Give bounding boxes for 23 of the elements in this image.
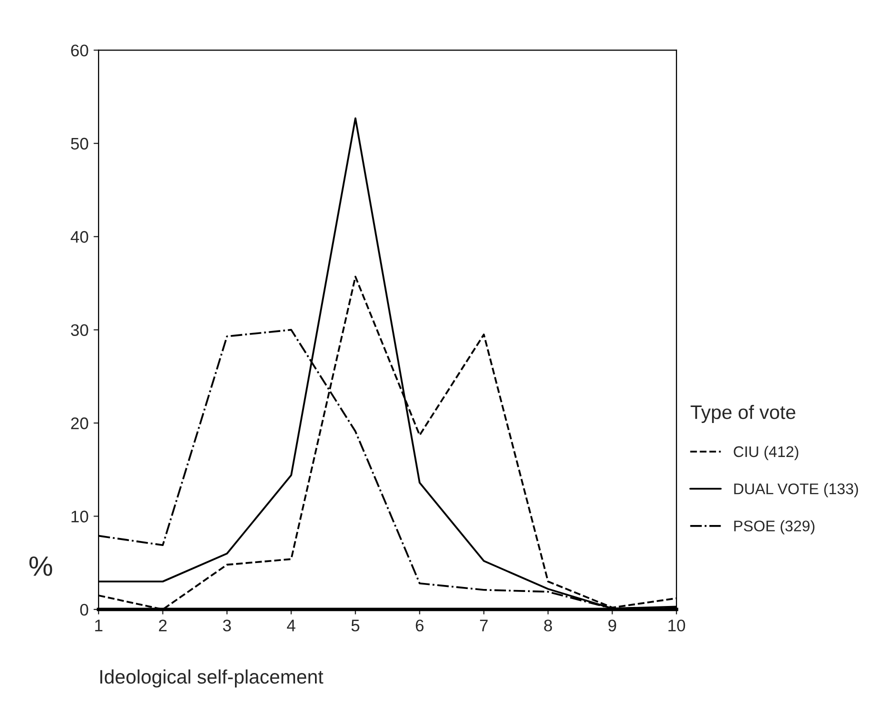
y-tick-label: 0 xyxy=(80,604,88,616)
x-tick-label: 4 xyxy=(286,620,296,632)
y-tick-label: 10 xyxy=(72,510,88,522)
x-tick-label: 8 xyxy=(544,620,552,632)
y-tick-label: 20 xyxy=(71,417,88,430)
y-tick-label: 60 xyxy=(71,44,88,56)
y-tick-label: 30 xyxy=(70,324,88,336)
x-tick-label: 2 xyxy=(158,620,167,632)
legend-label: PSOE (329) xyxy=(734,520,814,534)
x-tick-label: 6 xyxy=(416,620,424,632)
x-tick-label: 9 xyxy=(608,620,616,632)
legend-title: Type of vote xyxy=(690,404,796,423)
x-tick-label: 10 xyxy=(668,620,686,632)
y-axis-title: % xyxy=(29,556,52,576)
legend-label: CIU (412) xyxy=(734,446,798,460)
x-tick-label: 5 xyxy=(351,620,360,632)
x-tick-label: 3 xyxy=(222,620,231,632)
x-axis-title: Ideological self-placement xyxy=(100,669,324,688)
y-tick-label: 40 xyxy=(70,231,88,243)
x-tick-label: 7 xyxy=(480,620,488,632)
y-tick-label: 50 xyxy=(70,138,88,150)
x-tick-label: 1 xyxy=(95,620,102,632)
legend-label: DUAL VOTE (133) xyxy=(734,483,858,498)
